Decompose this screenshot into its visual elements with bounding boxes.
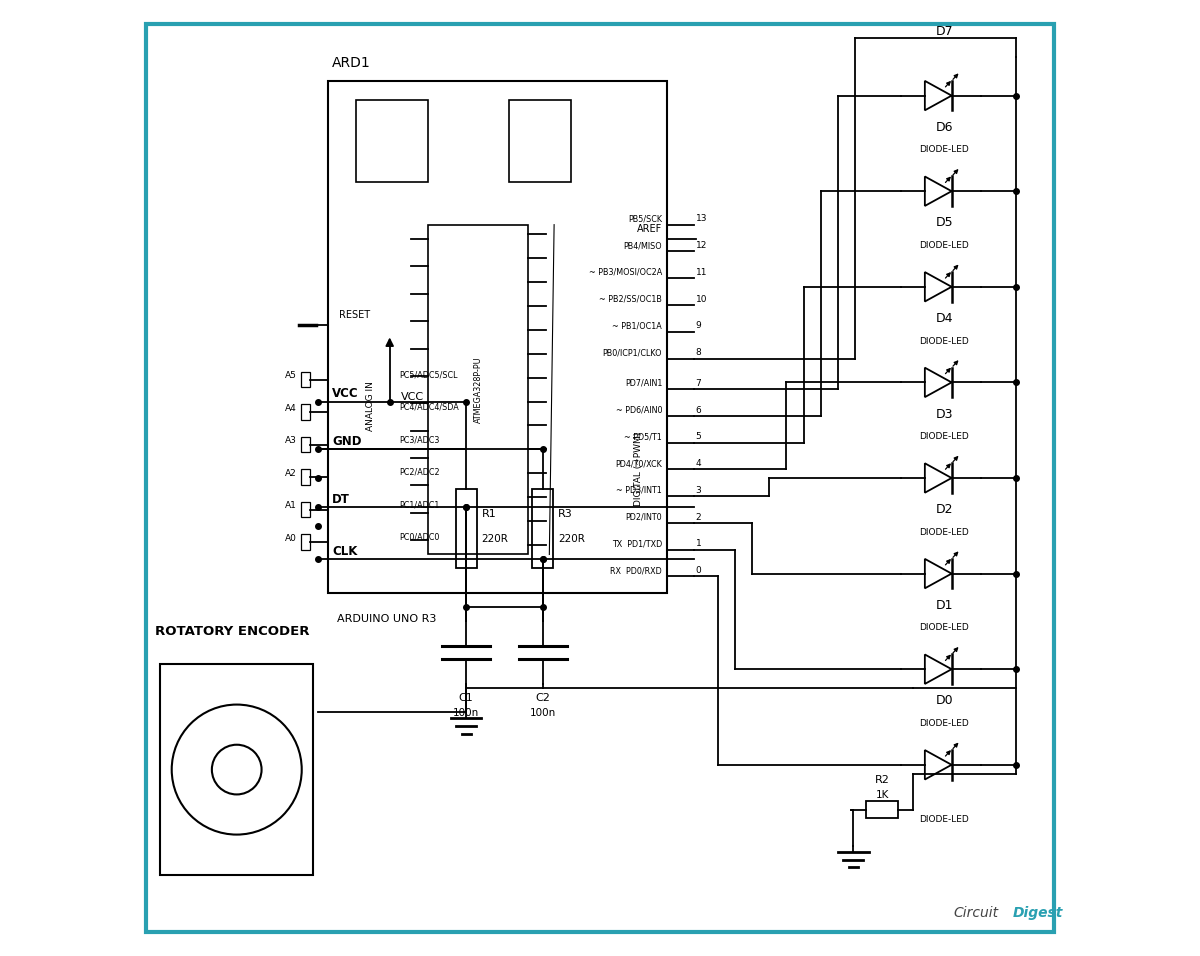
Text: D1: D1 (936, 598, 953, 612)
Text: PC1/ADC1: PC1/ADC1 (400, 500, 439, 510)
Text: PD7/AIN1: PD7/AIN1 (625, 379, 662, 388)
Text: 13: 13 (696, 214, 707, 224)
Text: PC4/ADC4/SDA: PC4/ADC4/SDA (400, 402, 458, 412)
Text: D0: D0 (935, 694, 953, 707)
Text: 220R: 220R (558, 533, 584, 544)
Text: RX  PD0/RXD: RX PD0/RXD (611, 566, 662, 576)
Text: 7: 7 (696, 379, 701, 388)
Bar (456, 489, 476, 568)
Text: Digest: Digest (1013, 905, 1063, 920)
Text: ~ PD6/AIN0: ~ PD6/AIN0 (616, 405, 662, 415)
Text: DT: DT (332, 492, 350, 506)
Text: ~ PB3/MOSI/OC2A: ~ PB3/MOSI/OC2A (589, 268, 662, 277)
Text: 1: 1 (696, 539, 701, 549)
Text: CLK: CLK (332, 545, 358, 558)
Text: R1: R1 (481, 509, 497, 519)
Text: ~ PD5/T1: ~ PD5/T1 (624, 432, 662, 442)
Text: R2: R2 (875, 775, 889, 785)
Text: DIODE-LED: DIODE-LED (919, 241, 970, 250)
Text: DIODE-LED: DIODE-LED (919, 623, 970, 632)
Text: ARDUINO UNO R3: ARDUINO UNO R3 (337, 614, 437, 623)
Text: A0: A0 (286, 533, 296, 543)
Text: Circuit: Circuit (954, 905, 998, 920)
Bar (328, 81, 667, 593)
Bar (161, 664, 313, 875)
Text: A5: A5 (286, 371, 296, 380)
Bar (866, 801, 898, 818)
Text: 1K: 1K (875, 791, 889, 800)
Bar (356, 100, 428, 182)
Text: 9: 9 (696, 321, 701, 331)
Text: ATMEGA328P-PU: ATMEGA328P-PU (474, 357, 482, 423)
Bar (301, 469, 311, 485)
Bar (532, 489, 553, 568)
Text: D3: D3 (936, 407, 953, 421)
Text: PC0/ADC0: PC0/ADC0 (400, 532, 439, 542)
Text: DIODE-LED: DIODE-LED (919, 432, 970, 441)
Text: VCC: VCC (401, 392, 425, 402)
Text: A3: A3 (286, 436, 296, 445)
Text: 6: 6 (696, 405, 701, 415)
Text: 0: 0 (696, 566, 701, 576)
Text: 10: 10 (696, 294, 707, 304)
Text: DIODE-LED: DIODE-LED (919, 145, 970, 154)
Text: 2: 2 (696, 512, 701, 522)
Text: 100n: 100n (529, 708, 556, 718)
Text: ROTATORY ENCODER: ROTATORY ENCODER (156, 624, 310, 638)
Text: D4: D4 (936, 312, 953, 325)
Text: ~ PB2/SS/OC1B: ~ PB2/SS/OC1B (599, 294, 662, 304)
Text: PC2/ADC2: PC2/ADC2 (400, 467, 440, 477)
Text: PD4/T0/XCK: PD4/T0/XCK (616, 459, 662, 468)
Text: PD2/INT0: PD2/INT0 (625, 512, 662, 522)
Bar (509, 100, 571, 182)
Text: PC3/ADC3: PC3/ADC3 (400, 435, 439, 445)
Text: 3: 3 (696, 486, 701, 495)
Text: AREF: AREF (637, 225, 662, 234)
Text: D6: D6 (936, 120, 953, 134)
Text: A2: A2 (286, 468, 296, 478)
Bar (301, 437, 311, 452)
Text: C1: C1 (458, 693, 474, 703)
Text: PC5/ADC5/SCL: PC5/ADC5/SCL (400, 370, 457, 380)
Text: RESET: RESET (340, 311, 370, 320)
Text: ARD1: ARD1 (332, 55, 371, 70)
Text: C2: C2 (535, 693, 550, 703)
Text: GND: GND (332, 435, 362, 448)
Bar (301, 372, 311, 387)
Bar (301, 534, 311, 550)
Text: DIODE-LED: DIODE-LED (919, 337, 970, 345)
Text: DIODE-LED: DIODE-LED (919, 815, 970, 823)
Text: ~ PB1/OC1A: ~ PB1/OC1A (612, 321, 662, 331)
Text: D7: D7 (935, 25, 953, 38)
Text: A1: A1 (286, 501, 296, 511)
Text: TX  PD1/TXD: TX PD1/TXD (612, 539, 662, 549)
Bar (301, 502, 311, 517)
Text: 220R: 220R (481, 533, 509, 544)
Text: PB4/MISO: PB4/MISO (624, 241, 662, 250)
Text: ~ PD3/INT1: ~ PD3/INT1 (617, 486, 662, 495)
Text: D2: D2 (936, 503, 953, 516)
Text: 4: 4 (696, 459, 701, 468)
Text: 12: 12 (696, 241, 707, 250)
Text: ANALOG IN: ANALOG IN (366, 381, 376, 431)
Text: 5: 5 (696, 432, 701, 442)
Text: D5: D5 (935, 216, 953, 229)
Text: R3: R3 (558, 509, 572, 519)
Text: 100n: 100n (454, 708, 479, 718)
Text: DIGITAL (~PWM): DIGITAL (~PWM) (634, 431, 643, 506)
Text: 11: 11 (696, 268, 707, 277)
Text: DIODE-LED: DIODE-LED (919, 528, 970, 536)
Text: PB5/SCK: PB5/SCK (628, 214, 662, 224)
Text: VCC: VCC (332, 387, 359, 401)
Text: 8: 8 (696, 348, 701, 358)
Bar (428, 225, 528, 554)
Text: DIODE-LED: DIODE-LED (919, 719, 970, 728)
Text: A4: A4 (286, 403, 296, 413)
Bar (301, 404, 311, 420)
Text: PB0/ICP1/CLKO: PB0/ICP1/CLKO (602, 348, 662, 358)
